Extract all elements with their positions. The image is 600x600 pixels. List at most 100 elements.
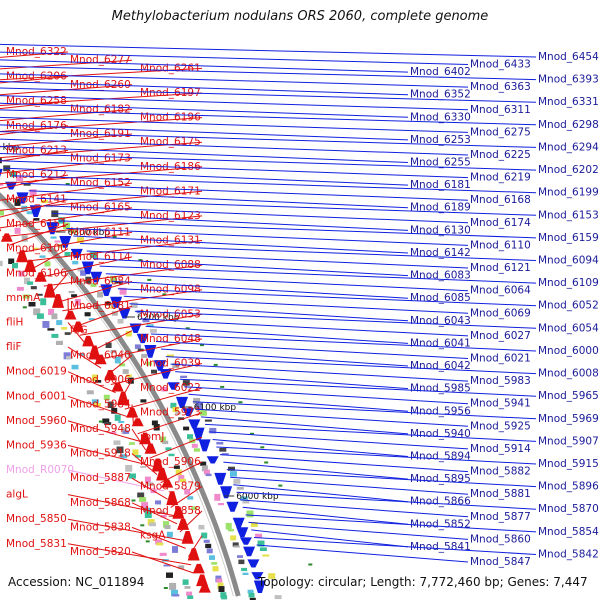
feature-block: [118, 421, 125, 423]
feature-block: [171, 589, 178, 597]
left-leader-line: [131, 526, 186, 549]
right-leader-line: [73, 235, 409, 254]
feature-block: [56, 340, 63, 345]
left-leader-line: [0, 84, 133, 96]
feature-block: [216, 578, 223, 583]
reverse-gene-arrow: [136, 333, 149, 344]
left-gene-label: Mnod_6039: [140, 358, 201, 370]
feature-block: [169, 582, 177, 590]
left-leader-line: [23, 240, 203, 262]
forward-gene-arrow: [64, 310, 77, 320]
feature-block: [88, 318, 95, 321]
feature-block: [257, 540, 265, 547]
feature-block: [144, 511, 152, 518]
forward-gene-arrow: [198, 583, 211, 593]
reverse-gene-arrow: [239, 537, 252, 545]
right-leader-line: [3, 167, 409, 186]
right-leader-line: [0, 145, 409, 163]
reverse-gene-arrow: [90, 271, 103, 283]
feature-block: [193, 397, 201, 405]
right-leader-line: [20, 182, 469, 201]
right-leader-line: [129, 303, 409, 322]
feature-block: [187, 434, 193, 440]
right-gene-label: Mnod_5956: [410, 405, 471, 417]
feature-block: [141, 353, 148, 358]
reverse-gene-arrow: [192, 427, 205, 441]
right-gene-label: Mnod_6294: [538, 141, 599, 153]
left-leader-line: [73, 305, 133, 328]
right-gene-label: Mnod_5985: [410, 383, 471, 395]
left-leader-line: [62, 289, 203, 312]
left-gene-label: rpmJ: [140, 431, 164, 443]
feature-block: [241, 567, 248, 572]
right-gene-label: Mnod_5907: [538, 435, 599, 447]
right-gene-label: Mnod_6027: [470, 330, 531, 342]
right-gene-label: Mnod_6110: [470, 239, 531, 251]
feature-block: [141, 502, 149, 508]
forward-gene-arrow: [82, 335, 95, 347]
tick-mark: [250, 432, 254, 435]
feature-block: [64, 251, 71, 257]
feature-block: [54, 240, 61, 243]
left-gene-label: mnmA: [6, 292, 41, 304]
feature-block: [160, 514, 167, 518]
right-leader-line: [99, 265, 537, 284]
right-leader-line: [230, 476, 469, 495]
right-leader-line: [155, 341, 469, 359]
left-gene-label: Mnod_R0070: [6, 464, 74, 476]
feature-block: [247, 589, 254, 594]
feature-block: [151, 369, 157, 374]
left-leader-line: [0, 108, 133, 122]
right-leader-line: [216, 446, 537, 465]
feature-block: [230, 535, 237, 541]
right-leader-line: [0, 73, 469, 88]
feature-block: [173, 465, 180, 469]
left-leader-line: [0, 190, 203, 211]
feature-block: [84, 312, 91, 317]
feature-block: [184, 489, 191, 495]
feature-block: [16, 176, 24, 182]
feature-block: [128, 442, 135, 445]
right-leader-line: [233, 484, 409, 503]
feature-block: [250, 522, 258, 527]
feature-block: [233, 478, 241, 484]
feature-block: [198, 524, 205, 530]
right-gene-label: Mnod_5842: [538, 549, 599, 561]
feature-block: [201, 532, 208, 539]
forward-gene-arrow: [177, 518, 190, 530]
feature-block: [149, 522, 156, 527]
right-gene-label: Mnod_6199: [538, 187, 599, 199]
left-leader-line: [131, 502, 178, 525]
tick-mark: [163, 587, 168, 589]
feature-block: [14, 227, 21, 234]
feature-block: [140, 465, 147, 468]
left-leader-line: [67, 518, 183, 541]
left-gene-label: Mnod_5973: [140, 407, 201, 419]
forward-gene-arrow: [139, 432, 152, 445]
feature-block: [274, 595, 282, 600]
left-leader-line: [0, 51, 69, 58]
right-gene-label: Mnod_6454: [538, 51, 599, 63]
feature-block: [108, 306, 115, 309]
right-gene-label: Mnod_5895: [410, 473, 471, 485]
right-gene-label: Mnod_5841: [410, 541, 471, 553]
right-leader-line: [86, 250, 469, 269]
tick-mark: [98, 420, 103, 423]
feature-block: [70, 229, 78, 234]
left-gene-label: fliF: [6, 341, 22, 353]
forward-gene-arrow: [0, 228, 2, 232]
feature-block: [18, 270, 25, 277]
left-gene-label: Mnod_6106: [6, 267, 67, 279]
right-gene-label: Mnod_5881: [470, 488, 531, 500]
right-gene-label: Mnod_5860: [470, 533, 531, 545]
right-leader-line: [0, 160, 469, 179]
feature-block: [178, 475, 185, 482]
forward-gene-arrow: [156, 467, 169, 481]
tick-mark: [147, 278, 152, 281]
left-gene-label: algL: [6, 489, 28, 501]
feature-block: [166, 572, 173, 578]
left-gene-label: Mnod_6151: [6, 218, 67, 230]
feature-block: [211, 562, 218, 565]
feature-block: [140, 399, 147, 403]
right-leader-line: [59, 220, 537, 239]
